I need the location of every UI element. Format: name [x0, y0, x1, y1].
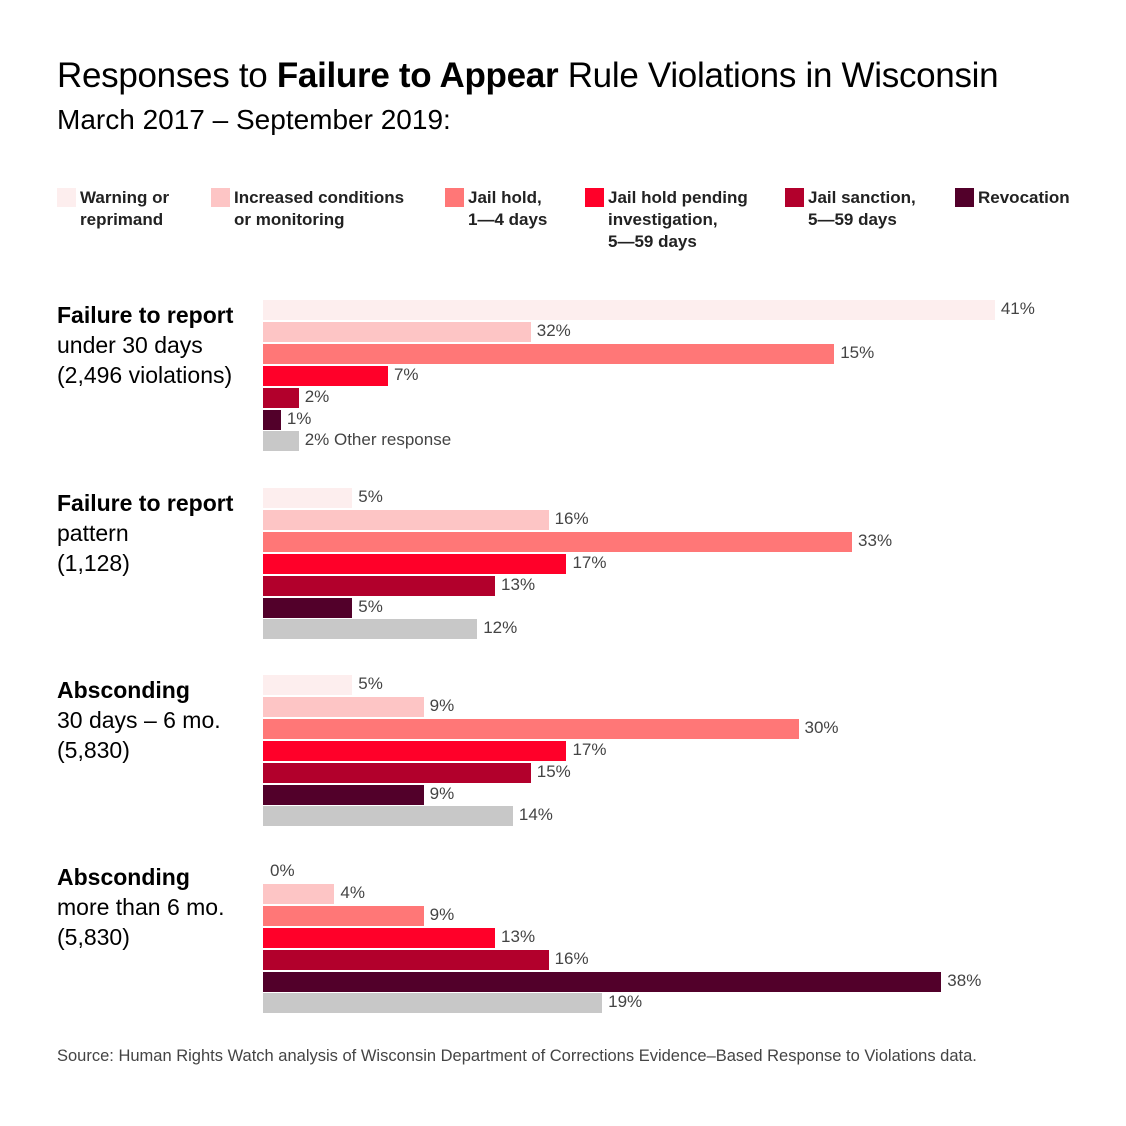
data-label: 12%: [483, 618, 518, 638]
bar: [263, 806, 513, 827]
bar: [263, 619, 478, 640]
data-label: 19%: [608, 992, 643, 1012]
group-label: Absconding 30 days – 6 mo. (5,830): [57, 675, 221, 765]
title-suffix: Rule Violations in Wisconsin: [558, 56, 999, 95]
legend-label: Jail sanction, 5—59 days: [808, 188, 916, 229]
bar: [263, 740, 567, 761]
data-label: 0%: [270, 861, 295, 880]
legend-label: Revocation: [978, 188, 1070, 207]
data-label: 33%: [858, 530, 893, 550]
group-label: Absconding more than 6 mo. (5,830): [57, 862, 224, 952]
bar: [263, 883, 335, 904]
group-subtitle: (2,496 violations): [57, 362, 233, 388]
bar: [263, 553, 567, 574]
data-label: 16%: [554, 948, 589, 968]
bar: [263, 575, 496, 596]
bar: [263, 321, 531, 342]
bar: [263, 409, 281, 430]
data-label: 17%: [572, 739, 607, 759]
legend-label: Jail hold pending investigation, 5—59 da…: [608, 188, 748, 251]
chart-subtitle: March 2017 – September 2019:: [57, 104, 451, 135]
legend-item: Jail hold, 1—4 days: [445, 187, 547, 231]
data-label: 9%: [429, 695, 455, 715]
group-subtitle: pattern: [57, 520, 129, 546]
source-note: Source: Human Rights Watch analysis of W…: [57, 1047, 977, 1065]
data-label: 38%: [947, 970, 982, 990]
data-label: 7%: [393, 364, 419, 384]
data-label: 30%: [804, 717, 839, 737]
legend-label: Warning or reprimand: [80, 188, 170, 229]
data-label: 9%: [429, 904, 455, 924]
data-label: 13%: [501, 926, 536, 946]
bar: [263, 949, 549, 970]
group-subtitle: (5,830): [57, 737, 130, 763]
group-title: Absconding: [57, 864, 190, 890]
data-label: 5%: [358, 596, 383, 616]
legend-item: Jail sanction, 5—59 days: [785, 187, 916, 231]
data-label: 15%: [536, 761, 571, 781]
legend-swatch: [585, 188, 604, 207]
bar: [263, 488, 353, 508]
data-label: 17%: [572, 552, 607, 572]
data-label: 32%: [536, 320, 571, 340]
group-subtitle: under 30 days: [57, 332, 203, 358]
data-label: 1%: [286, 408, 312, 428]
legend-swatch: [211, 188, 230, 207]
group-subtitle: 30 days – 6 mo.: [57, 707, 221, 733]
group-subtitle: more than 6 mo.: [57, 894, 225, 920]
bar: [263, 300, 995, 320]
title-prefix: Responses to: [57, 56, 277, 95]
group-title: Failure to report: [57, 302, 234, 328]
group-subtitle: (5,830): [57, 924, 130, 950]
data-label: 15%: [840, 342, 875, 362]
data-label: 41%: [1000, 299, 1035, 318]
data-label: 14%: [518, 805, 553, 825]
group-subtitle: (1,128): [57, 550, 130, 576]
bar: [263, 531, 853, 552]
bar: [263, 971, 942, 992]
data-label: 13%: [501, 574, 536, 594]
bar: [263, 387, 299, 408]
group-title: Absconding: [57, 677, 190, 703]
legend-label: Jail hold, 1—4 days: [468, 188, 548, 229]
data-label: 5%: [358, 487, 383, 506]
bar: [263, 431, 299, 452]
bar: [263, 762, 531, 783]
group-title: Failure to report: [57, 490, 234, 516]
group-label: Failure to report under 30 days (2,496 vio…: [57, 300, 233, 390]
legend-swatch: [955, 188, 974, 207]
legend-item: Warning or reprimand: [57, 187, 169, 231]
legend-item: Revocation: [955, 187, 1070, 209]
bar: [263, 696, 424, 717]
data-label: 2% Other response: [304, 430, 452, 450]
bar: [263, 905, 424, 926]
chart-title: Responses to Failure to Appear Rule Viol…: [57, 56, 999, 96]
bar: [263, 718, 799, 739]
data-label: 9%: [429, 783, 455, 803]
bar: [263, 675, 353, 695]
data-label: 4%: [340, 882, 365, 902]
bar: [263, 509, 549, 530]
data-label: 2%: [304, 386, 330, 406]
legend-item: Increased conditions or monitoring: [211, 187, 404, 231]
legend-swatch: [57, 188, 76, 207]
bar: [263, 784, 424, 805]
bar: [263, 597, 353, 618]
data-label: 16%: [554, 508, 589, 528]
bar: [263, 993, 603, 1014]
bar: [263, 343, 835, 364]
legend-label: Increased conditions or monitoring: [234, 188, 405, 229]
legend-item: Jail hold pending investigation, 5—59 da…: [585, 187, 748, 253]
bar: [263, 365, 388, 386]
data-label: 5%: [358, 674, 383, 693]
title-bold: Failure to Appear: [276, 56, 559, 95]
legend-swatch: [445, 188, 464, 207]
bar: [263, 927, 496, 948]
group-label: Failure to report pattern (1,128): [57, 488, 233, 578]
legend-swatch: [785, 188, 804, 207]
